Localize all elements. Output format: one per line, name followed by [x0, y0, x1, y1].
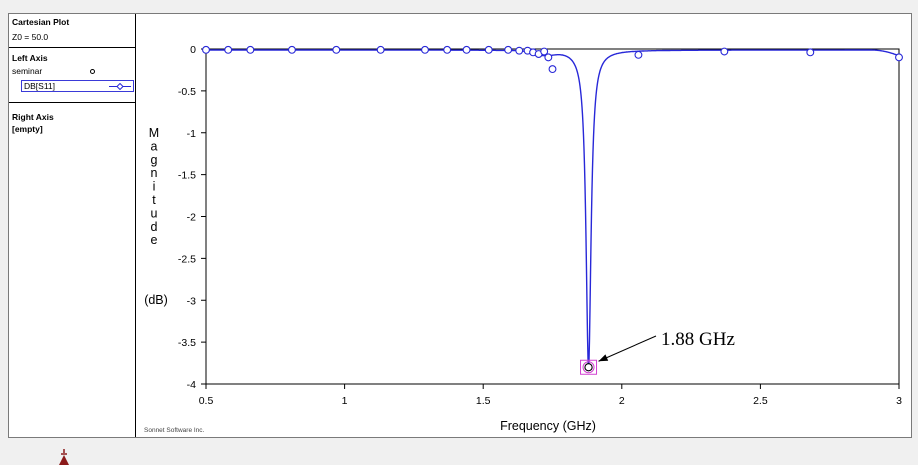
plot-info-section: Cartesian Plot Z0 = 50.0	[9, 14, 135, 48]
x-axis-ticks: 0.5 1 1.5 2 2.5 3	[199, 384, 902, 407]
trace-marker	[634, 50, 643, 59]
trace-marker	[515, 46, 524, 55]
y-label-letter: g	[151, 153, 158, 167]
legend-panel: Cartesian Plot Z0 = 50.0 Left Axis semin…	[9, 14, 136, 437]
y-label-unit: (dB)	[144, 293, 168, 307]
y-tick-label: -2.5	[178, 253, 196, 265]
trace-marker	[376, 45, 385, 54]
y-label-letter: M	[149, 126, 159, 140]
y-label-letter: n	[151, 166, 158, 180]
right-axis-value: [empty]	[12, 124, 43, 134]
trace-marker	[443, 45, 452, 54]
trace-marker	[421, 45, 429, 54]
right-axis-heading: Right Axis	[12, 112, 54, 122]
trace-marker	[287, 45, 296, 54]
trace-marker	[246, 45, 255, 54]
x-tick-label: 2.5	[753, 395, 768, 407]
y-tick-label: -0.5	[178, 86, 196, 98]
project-marker-icon	[90, 69, 95, 74]
right-axis-section: Right Axis [empty]	[9, 103, 135, 437]
y-tick-label: 0	[190, 44, 196, 56]
x-tick-label: 2	[619, 395, 625, 407]
y-tick-label: -3	[187, 295, 196, 307]
trace-marker	[504, 45, 513, 54]
trace-marker	[806, 48, 815, 57]
plot-type-title: Cartesian Plot	[12, 17, 70, 27]
watermark-text: Sonnet Software Inc.	[144, 427, 205, 434]
y-axis-ticks: 0 -0.5 -1 -1.5 -2 -2.5 -3 -3.5 -4	[178, 44, 206, 391]
resonance-annotation: 1.88 GHz	[661, 329, 735, 350]
trace-marker	[544, 53, 553, 62]
resonance-outer-ring	[582, 361, 595, 374]
x-tick-label: 1	[342, 395, 348, 407]
trace-marker	[540, 47, 549, 56]
annotation-arrowhead	[598, 354, 609, 362]
left-axis-section: Left Axis seminar DB[S11]	[9, 48, 135, 103]
app-logo-icon	[59, 449, 69, 465]
y-label-letter: e	[151, 233, 158, 247]
trace-line-sample-icon	[109, 83, 131, 90]
trace-marker	[548, 65, 557, 74]
trace-label: DB[S11]	[24, 81, 56, 91]
y-label-letter: u	[151, 206, 158, 220]
z0-label: Z0 = 50.0	[12, 32, 49, 42]
y-label-letter: t	[152, 193, 156, 207]
y-tick-label: -1.5	[178, 170, 196, 182]
x-tick-label: 3	[896, 395, 902, 407]
trace-marker	[484, 45, 493, 54]
trace-marker	[202, 45, 210, 54]
trace-marker	[720, 47, 729, 56]
y-label-letter: d	[151, 220, 158, 234]
y-tick-label: -1	[187, 128, 196, 140]
plot-area	[205, 48, 900, 385]
y-label-letter: i	[153, 180, 156, 194]
left-axis-heading: Left Axis	[12, 53, 48, 63]
trace-marker	[462, 45, 471, 54]
y-tick-label: -3.5	[178, 337, 196, 349]
y-tick-label: -4	[187, 379, 196, 391]
x-tick-label: 0.5	[199, 395, 214, 407]
s11-trace-line[interactable]	[206, 49, 900, 368]
annotation-arrow	[598, 335, 657, 362]
project-name: seminar	[12, 66, 43, 76]
trace-marker	[895, 53, 903, 62]
y-label-letter: a	[151, 139, 158, 153]
y-tick-label: -2	[187, 212, 196, 224]
plot-window: Cartesian Plot Z0 = 50.0 Left Axis semin…	[8, 13, 912, 438]
x-tick-label: 1.5	[476, 395, 491, 407]
resonance-point	[584, 363, 593, 372]
resonance-marker[interactable]	[580, 359, 598, 375]
trace-marker	[224, 45, 233, 54]
resonance-highlight-box	[580, 359, 598, 375]
x-axis-label: Frequency (GHz)	[500, 419, 596, 433]
trace-marker	[332, 45, 341, 54]
trace-entry-dbs11[interactable]: DB[S11]	[21, 80, 134, 92]
